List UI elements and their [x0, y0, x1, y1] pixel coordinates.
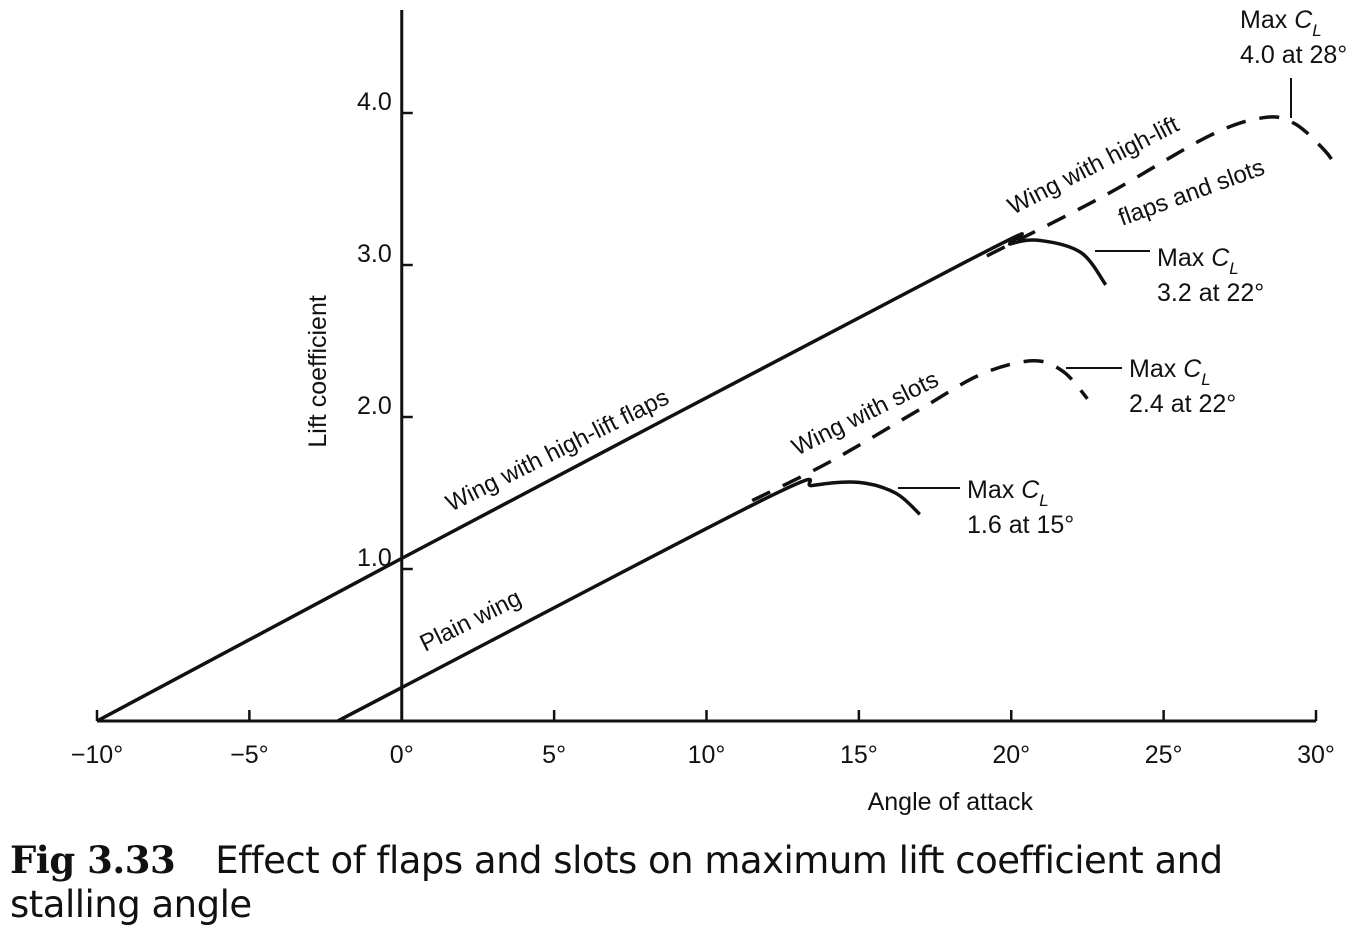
y-axis-title: Lift coefficient — [304, 295, 332, 447]
max-cl-annotations: Max CL1.6 at 15°Max CL2.4 at 22°Max CL3.… — [898, 6, 1347, 539]
x-tick-label: 30° — [1297, 741, 1335, 769]
y-tick-label: 4.0 — [357, 88, 392, 116]
annotation-title: Max CL — [1240, 6, 1322, 40]
annotation-title: Max CL — [1129, 355, 1211, 389]
y-tick-label: 2.0 — [357, 392, 392, 420]
x-tick-label: 5° — [542, 741, 566, 769]
x-ticks: −10° −5° 0° 5° 10° 15° 20° 25° 30° — [71, 710, 1335, 769]
annotation-value: 4.0 at 28° — [1240, 41, 1347, 69]
x-tick-label: 10° — [688, 741, 726, 769]
curve-label-wing-with-slots: Wing with slots — [788, 366, 943, 462]
annotation-value: 3.2 at 22° — [1157, 279, 1264, 307]
max-cl-annotation: Max CL4.0 at 28° — [1240, 6, 1347, 118]
annotation-title: Max CL — [967, 476, 1049, 510]
axes: −10° −5° 0° 5° 10° 15° 20° 25° 30° 1.02.03.04.0 … — [71, 10, 1335, 816]
series-wing-with-high-lift-flaps — [96, 232, 1108, 723]
series-wing-with-slots — [751, 359, 1089, 503]
curve-label-flaps-and-slots-line2: flaps and slots — [1115, 154, 1268, 232]
annotation-title: Max CL — [1157, 244, 1239, 278]
x-tick-label: −10° — [71, 741, 123, 769]
annotation-value: 1.6 at 15° — [967, 511, 1074, 539]
series-plain-wing — [336, 477, 922, 723]
x-tick-label: −5° — [230, 741, 269, 769]
series-layer — [96, 115, 1339, 723]
curve-label-plain-wing: Plain wing — [416, 584, 526, 657]
x-tick-label: 15° — [840, 741, 878, 769]
x-tick-label: 20° — [992, 741, 1030, 769]
y-tick-label: 3.0 — [357, 240, 392, 268]
series-wing-with-high-lift-flaps-and-slots — [986, 115, 1339, 258]
figure-caption-text: Effect of flaps and slots on maximum lif… — [10, 839, 1223, 926]
max-cl-annotation: Max CL1.6 at 15° — [898, 476, 1074, 539]
figure-number: Fig 3.33 — [10, 838, 176, 882]
curve-labels: Plain wing Wing with slots Wing with high-… — [416, 111, 1269, 658]
max-cl-annotation: Max CL3.2 at 22° — [1095, 244, 1264, 307]
x-axis-title: Angle of attack — [868, 788, 1034, 816]
annotation-value: 2.4 at 22° — [1129, 390, 1236, 418]
y-ticks: 1.02.03.04.0 — [357, 88, 413, 572]
x-tick-label: 25° — [1145, 741, 1183, 769]
x-tick-label: 0° — [390, 741, 414, 769]
figure-caption: Fig 3.33 Effect of flaps and slots on max… — [10, 838, 1360, 927]
curve-label-wing-with-high-lift-flaps: Wing with high-lift flaps — [442, 384, 674, 518]
lift-coefficient-chart: −10° −5° 0° 5° 10° 15° 20° 25° 30° 1.02.03.04.0 … — [71, 6, 1348, 816]
max-cl-annotation: Max CL2.4 at 22° — [1066, 355, 1236, 418]
